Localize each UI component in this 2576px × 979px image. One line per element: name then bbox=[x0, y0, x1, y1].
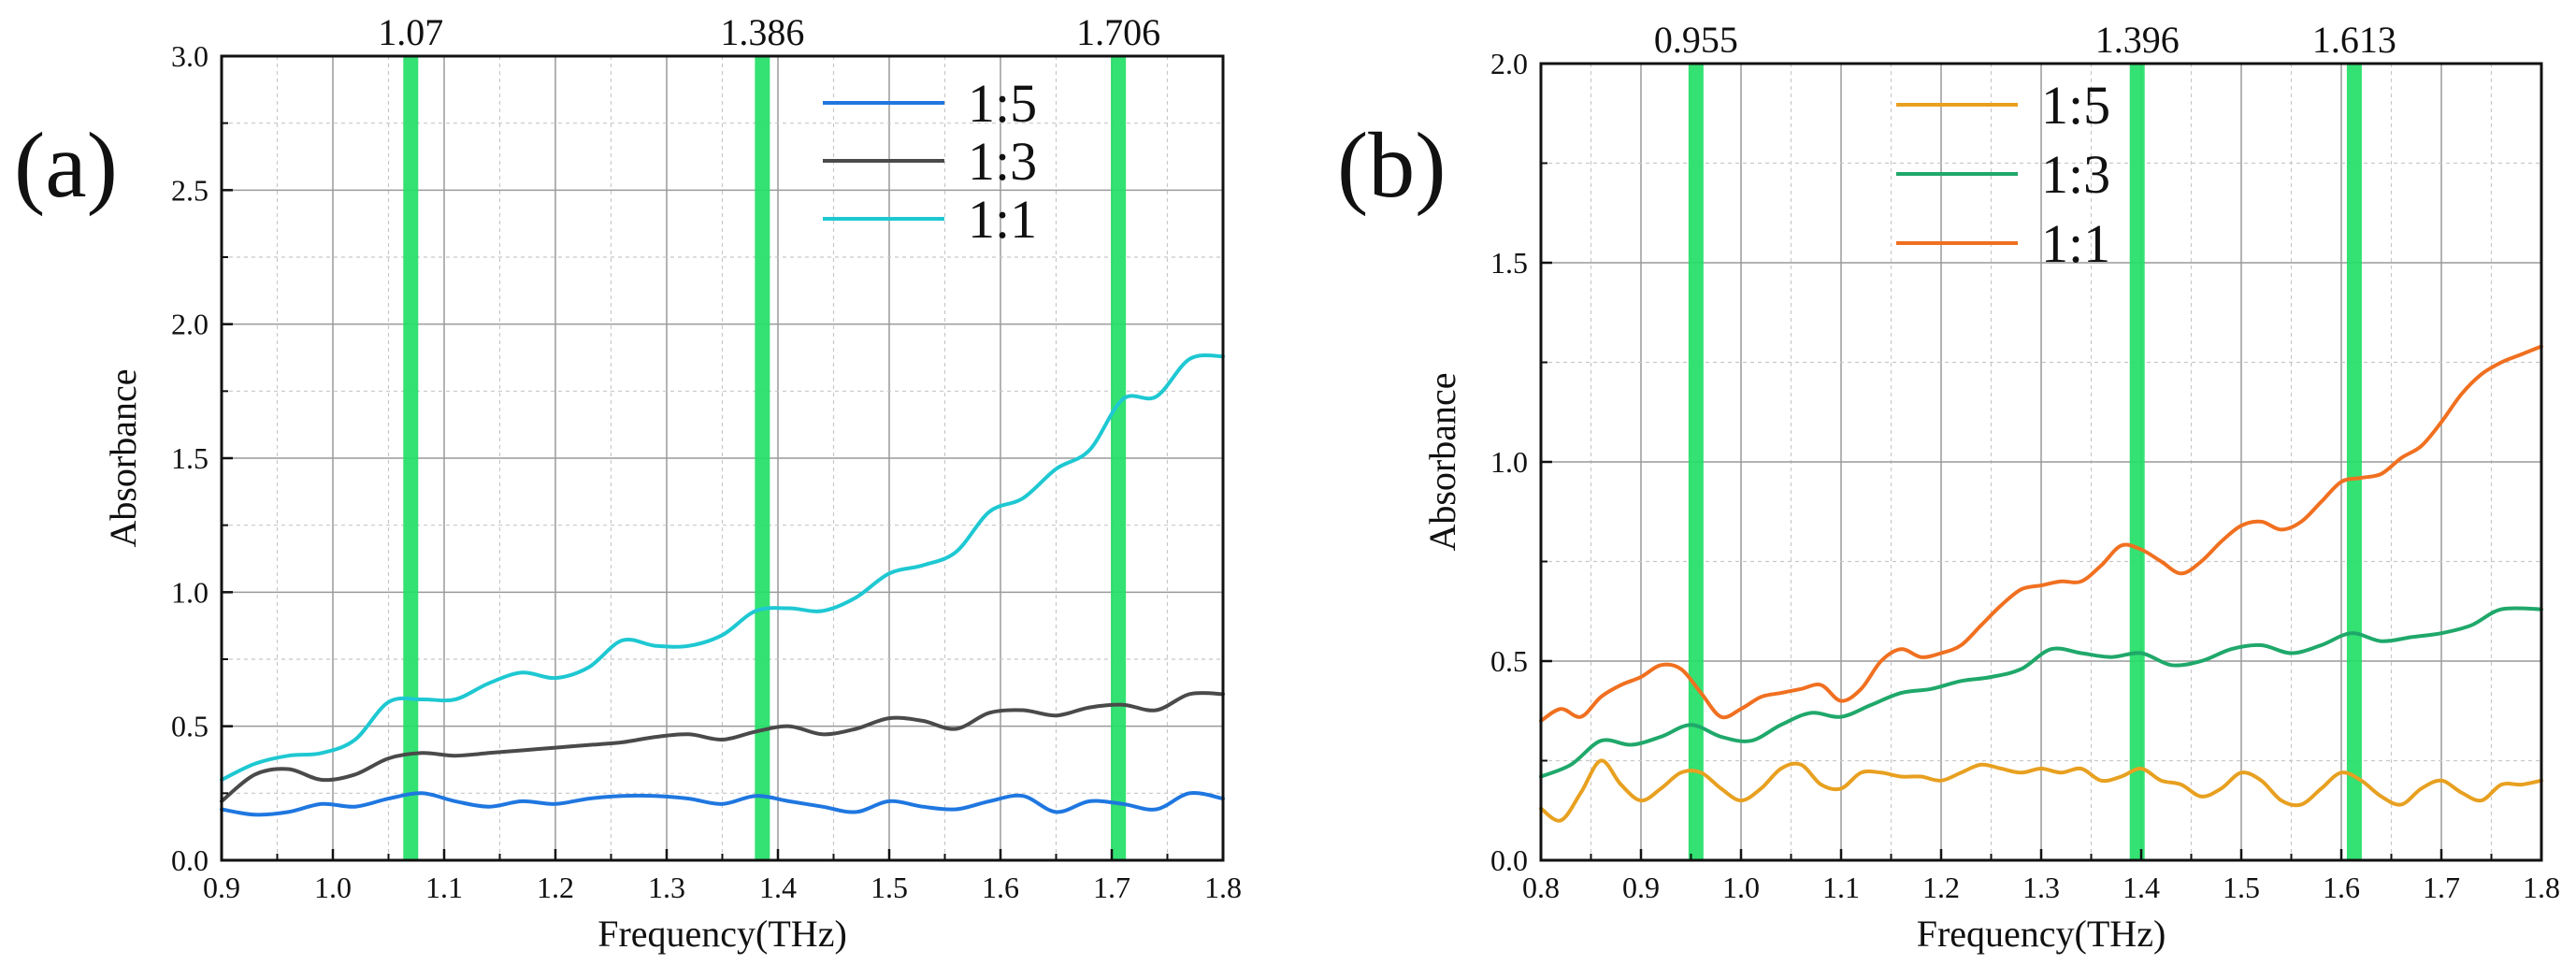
x-tick-label: 0.9 bbox=[1622, 871, 1660, 904]
legend-label: 1:3 bbox=[968, 131, 1037, 192]
marker-label: 1.613 bbox=[2312, 19, 2396, 61]
series-line-1-5 bbox=[220, 790, 1225, 817]
marker-band-1.613 bbox=[2346, 64, 2362, 860]
legend-label: 1:1 bbox=[968, 189, 1037, 250]
x-tick-label: 1.6 bbox=[2323, 871, 2360, 904]
x-tick-label: 1.8 bbox=[1204, 871, 1242, 904]
y-tick-label: 1.0 bbox=[1490, 445, 1528, 479]
x-axis-label: Frequency(THz) bbox=[597, 913, 847, 955]
grid bbox=[222, 56, 1223, 860]
x-tick-label: 1.2 bbox=[1922, 871, 1960, 904]
x-tick-label: 1.2 bbox=[537, 871, 574, 904]
y-tick-label: 0.5 bbox=[171, 710, 209, 743]
chart-panel-b: 0.955 1.396 1.613 0.8 0.9 1.0 1.1 1.2 1.3 1.4 1.5 1… bbox=[1337, 19, 2560, 955]
y-tick-label: 1.5 bbox=[171, 441, 209, 475]
x-tick-label: 1.5 bbox=[2223, 871, 2260, 904]
x-tick-label: 1.0 bbox=[314, 871, 352, 904]
y-tick-label: 2.0 bbox=[1490, 47, 1528, 80]
series-line-1-1 bbox=[1539, 344, 2543, 723]
grid bbox=[1541, 64, 2541, 860]
panel-label: (b) bbox=[1337, 113, 1446, 217]
x-tick-label: 1.3 bbox=[648, 871, 685, 904]
legend-label: 1:3 bbox=[2041, 144, 2110, 205]
x-tick-label: 1.4 bbox=[759, 871, 797, 904]
marker-band-1.07 bbox=[403, 56, 419, 860]
x-tick-label: 1.7 bbox=[1093, 871, 1130, 904]
y-tick-label: 1.5 bbox=[1490, 246, 1528, 280]
marker-band-0.955 bbox=[1688, 64, 1704, 860]
y-tick-label: 0.0 bbox=[1490, 843, 1528, 877]
marker-label: 1.07 bbox=[378, 11, 443, 53]
legend-label: 1:5 bbox=[968, 73, 1037, 134]
marker-label: 0.955 bbox=[1654, 19, 1738, 61]
y-tick-label: 0.0 bbox=[171, 843, 209, 877]
y-tick-label: 2.5 bbox=[171, 173, 209, 207]
x-tick-label: 1.8 bbox=[2523, 871, 2560, 904]
legend: 1:5 1:3 1:1 bbox=[1896, 75, 2110, 274]
x-tick-label: 0.8 bbox=[1522, 871, 1560, 904]
series-line-1-5 bbox=[1539, 758, 2543, 823]
marker-band-1.386 bbox=[755, 56, 770, 860]
x-axis-label: Frequency(THz) bbox=[1917, 913, 2166, 955]
marker-band-1.396 bbox=[2129, 64, 2145, 860]
series-line-1-1 bbox=[220, 353, 1225, 782]
x-tick-label: 1.5 bbox=[871, 871, 908, 904]
x-tick-label: 1.3 bbox=[2022, 871, 2060, 904]
y-tick-label: 2.0 bbox=[171, 308, 209, 341]
series-line-1-3 bbox=[220, 691, 1225, 803]
y-tick-label: 1.0 bbox=[171, 575, 209, 609]
marker-label: 1.396 bbox=[2095, 19, 2180, 61]
marker-label: 1.386 bbox=[720, 11, 804, 53]
legend: 1:51:31:1 bbox=[823, 73, 1037, 250]
x-tick-label: 1.6 bbox=[982, 871, 1019, 904]
x-tick-label: 1.0 bbox=[1722, 871, 1760, 904]
y-tick-label: 0.5 bbox=[1490, 644, 1528, 678]
y-tick-label: 3.0 bbox=[171, 39, 209, 73]
x-tick-label: 1.1 bbox=[1822, 871, 1860, 904]
legend-label: 1:1 bbox=[2041, 213, 2110, 274]
panel-label: (a) bbox=[14, 113, 118, 217]
marker-band-1.706 bbox=[1111, 56, 1127, 860]
marker-label: 1.706 bbox=[1076, 11, 1160, 53]
legend-label: 1:5 bbox=[2041, 75, 2110, 136]
y-axis-label: Absorbance bbox=[1421, 372, 1463, 551]
x-tick-label: 1.1 bbox=[425, 871, 463, 904]
chart-panel-a: 1.07 1.386 1.706 0.9 1.0 1.1 1.2 1.3 1.4 1.5 1.6 1.… bbox=[14, 11, 1242, 955]
y-axis-label: Absorbance bbox=[102, 368, 144, 547]
x-tick-label: 1.4 bbox=[2123, 871, 2160, 904]
series-line-1-3 bbox=[1539, 606, 2543, 779]
panels: 1.07 1.386 1.706 0.9 1.0 1.1 1.2 1.3 1.4 1.5 1.6 1.… bbox=[14, 11, 2560, 955]
x-tick-label: 1.7 bbox=[2423, 871, 2460, 904]
x-tick-label: 0.9 bbox=[203, 871, 240, 904]
